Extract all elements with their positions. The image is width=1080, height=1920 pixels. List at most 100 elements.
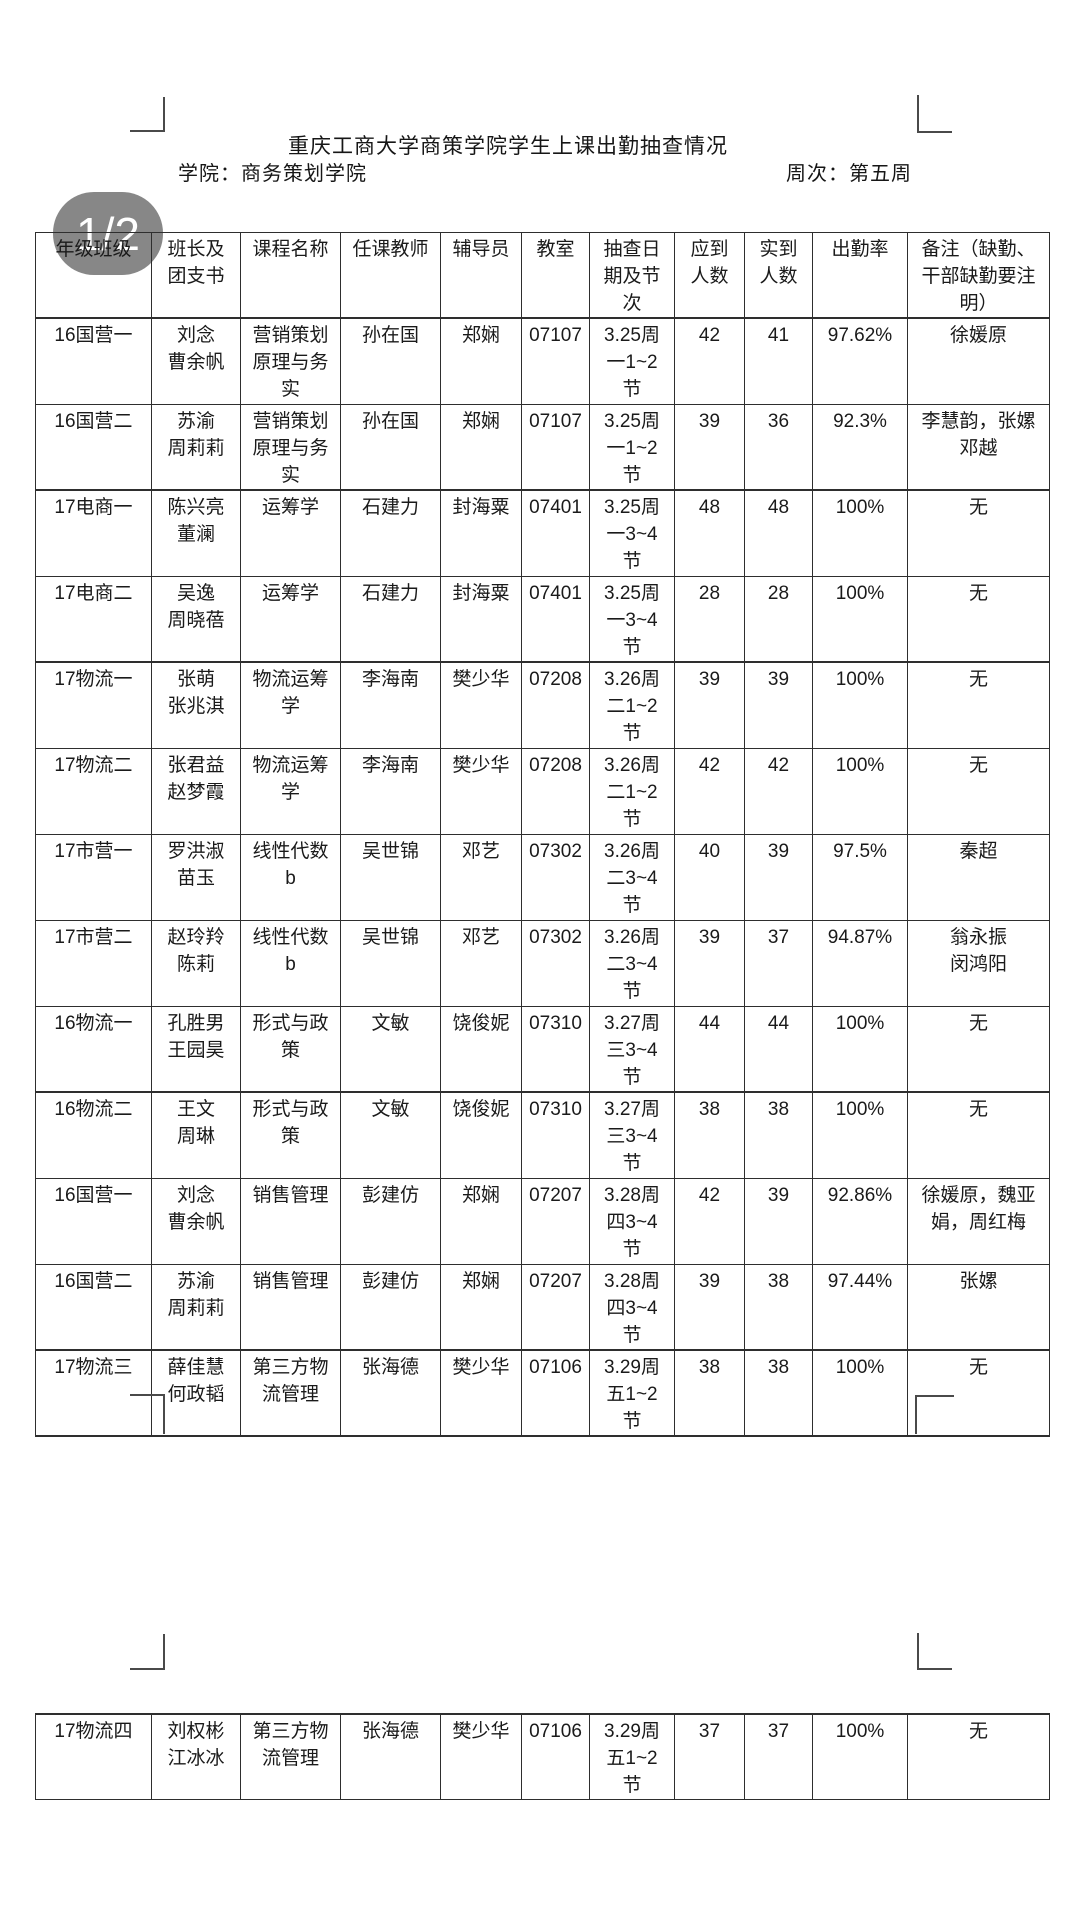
table-cell: 07302: [521, 833, 590, 921]
table-cell: 17电商一: [35, 489, 152, 577]
table-cell: 郑娴: [440, 1177, 522, 1265]
table-cell: 07106: [521, 1349, 590, 1437]
table-cell: 42: [674, 1177, 745, 1265]
table-cell: 张萌 张兆淇: [151, 661, 241, 749]
week-label: 周次：第五周: [786, 163, 912, 185]
column-header: 年级班级: [35, 232, 152, 319]
table-cell: 17物流一: [35, 661, 152, 749]
table-cell: 营销策划 原理与务 实: [240, 317, 341, 405]
table-cell: 无: [907, 1349, 1050, 1437]
table-cell: 97.62%: [812, 317, 908, 405]
table-cell: 张海德: [340, 1349, 441, 1437]
table-cell: 42: [674, 747, 745, 835]
table-cell: 07107: [521, 403, 590, 491]
table-cell: 37: [744, 919, 813, 1007]
table-cell: 封海粟: [440, 575, 522, 663]
column-header: 课程名称: [240, 232, 341, 319]
column-header: 班长及 团支书: [151, 232, 241, 319]
table-cell: 07207: [521, 1263, 590, 1351]
table-cell: 3.26周 二1~2 节: [589, 661, 675, 749]
table-cell: 徐媛原，魏亚 娟，周红梅: [907, 1177, 1050, 1265]
table-cell: 罗洪淑 苗玉: [151, 833, 241, 921]
crop-mark-top-left-page1: [130, 97, 165, 132]
table-cell: 3.25周 一1~2 节: [589, 317, 675, 405]
table-cell: 36: [744, 403, 813, 491]
attendance-table-page2: 17物流四 刘权彬 江冰冰 第三方物 流管理 张海德 樊少华 07106 3.29周 五1~…: [35, 1713, 1050, 1800]
table-cell: 100%: [812, 1005, 908, 1093]
table-cell: 运筹学: [240, 489, 341, 577]
table-cell: 44: [744, 1005, 813, 1093]
table-cell: 07207: [521, 1177, 590, 1265]
table-cell: 100%: [812, 1713, 908, 1800]
table-cell: 3.27周 三3~4 节: [589, 1005, 675, 1093]
table-cell: 彭建仿: [340, 1263, 441, 1351]
table-cell: 王文 周琳: [151, 1091, 241, 1179]
table-cell: 3.27周 三3~4 节: [589, 1091, 675, 1179]
table-cell: 92.86%: [812, 1177, 908, 1265]
column-header: 实到 人数: [744, 232, 813, 319]
table-row: 17物流三 薛佳慧 何政韬 第三方物 流管理 张海德 樊少华 07106 3.29周 五1~…: [35, 1349, 1050, 1437]
column-header: 教室: [521, 232, 590, 319]
table-cell: 邓艺: [440, 919, 522, 1007]
table-row: 17电商二 吴逸 周晓蓓 运筹学 石建力 封海粟 07401 3.25周 一3~4 节 28 2…: [35, 575, 1050, 663]
crop-mark-bottom-left-page1: [130, 1394, 165, 1434]
table-cell: 17市营二: [35, 919, 152, 1007]
table-cell: 38: [674, 1091, 745, 1179]
table-cell: 赵玲羚 陈莉: [151, 919, 241, 1007]
table-cell: 17物流四: [35, 1713, 152, 1800]
table-row: 17物流四 刘权彬 江冰冰 第三方物 流管理 张海德 樊少华 07106 3.29周 五1~…: [35, 1713, 1050, 1800]
table-cell: 100%: [812, 489, 908, 577]
table-cell: 文敏: [340, 1091, 441, 1179]
table-cell: 16国营一: [35, 1177, 152, 1265]
table-cell: 3.29周 五1~2 节: [589, 1713, 675, 1800]
table-row: 17物流二 张君益 赵梦霞 物流运筹 学李海南 樊少华 07208 3.26周 二1~2 …: [35, 747, 1050, 835]
table-cell: 物流运筹 学: [240, 661, 341, 749]
crop-mark-bottom-right-page1: [915, 1395, 954, 1434]
table-cell: 无: [907, 661, 1050, 749]
table-cell: 营销策划 原理与务 实: [240, 403, 341, 491]
table-cell: 无: [907, 489, 1050, 577]
table-cell: 37: [744, 1713, 813, 1800]
table-cell: 无: [907, 1005, 1050, 1093]
table-cell: 李慧韵，张嫘 邓越: [907, 403, 1050, 491]
table-cell: 无: [907, 747, 1050, 835]
table-cell: 吴世锦: [340, 833, 441, 921]
table-cell: 39: [674, 1263, 745, 1351]
table-cell: 97.5%: [812, 833, 908, 921]
table-cell: 石建力: [340, 489, 441, 577]
table-cell: 樊少华: [440, 661, 522, 749]
table-cell: 无: [907, 1091, 1050, 1179]
table-cell: 刘念 曹余帆: [151, 317, 241, 405]
table-cell: 邓艺: [440, 833, 522, 921]
table-cell: 07401: [521, 575, 590, 663]
table-cell: 42: [674, 317, 745, 405]
table-cell: 16物流二: [35, 1091, 152, 1179]
table-cell: 线性代数 b: [240, 919, 341, 1007]
table-cell: 3.26周 二3~4 节: [589, 919, 675, 1007]
table-cell: 07310: [521, 1005, 590, 1093]
table-cell: 07106: [521, 1713, 590, 1800]
table-cell: 李海南: [340, 747, 441, 835]
table-cell: 徐媛原: [907, 317, 1050, 405]
table-cell: 张嫘: [907, 1263, 1050, 1351]
attendance-table-page1: 年级班级 班长及 团支书 课程名称 任课教师 辅导员 教室 抽查日 期及节 次应到 人数 实到…: [35, 232, 1050, 1437]
table-cell: 17市营一: [35, 833, 152, 921]
table-cell: 100%: [812, 1349, 908, 1437]
table-cell: 17电商二: [35, 575, 152, 663]
table-cell: 41: [744, 317, 813, 405]
table-cell: 16物流一: [35, 1005, 152, 1093]
table-cell: 饶俊妮: [440, 1005, 522, 1093]
table-cell: 石建力: [340, 575, 441, 663]
table-cell: 郑娴: [440, 403, 522, 491]
table-cell: 运筹学: [240, 575, 341, 663]
table-cell: 刘权彬 江冰冰: [151, 1713, 241, 1800]
table-cell: 97.44%: [812, 1263, 908, 1351]
table-row: 16物流一 孔胜男 王园昊 形式与政 策文敏 饶俊妮 07310 3.27周 三3~4 节…: [35, 1005, 1050, 1093]
table-cell: 彭建仿: [340, 1177, 441, 1265]
table-cell: 48: [674, 489, 745, 577]
table-cell: 刘念 曹余帆: [151, 1177, 241, 1265]
table-cell: 形式与政 策: [240, 1091, 341, 1179]
table-row: 16国营一 刘念 曹余帆 销售管理 彭建仿 郑娴 07207 3.28周 四3~4 节 42 3…: [35, 1177, 1050, 1265]
